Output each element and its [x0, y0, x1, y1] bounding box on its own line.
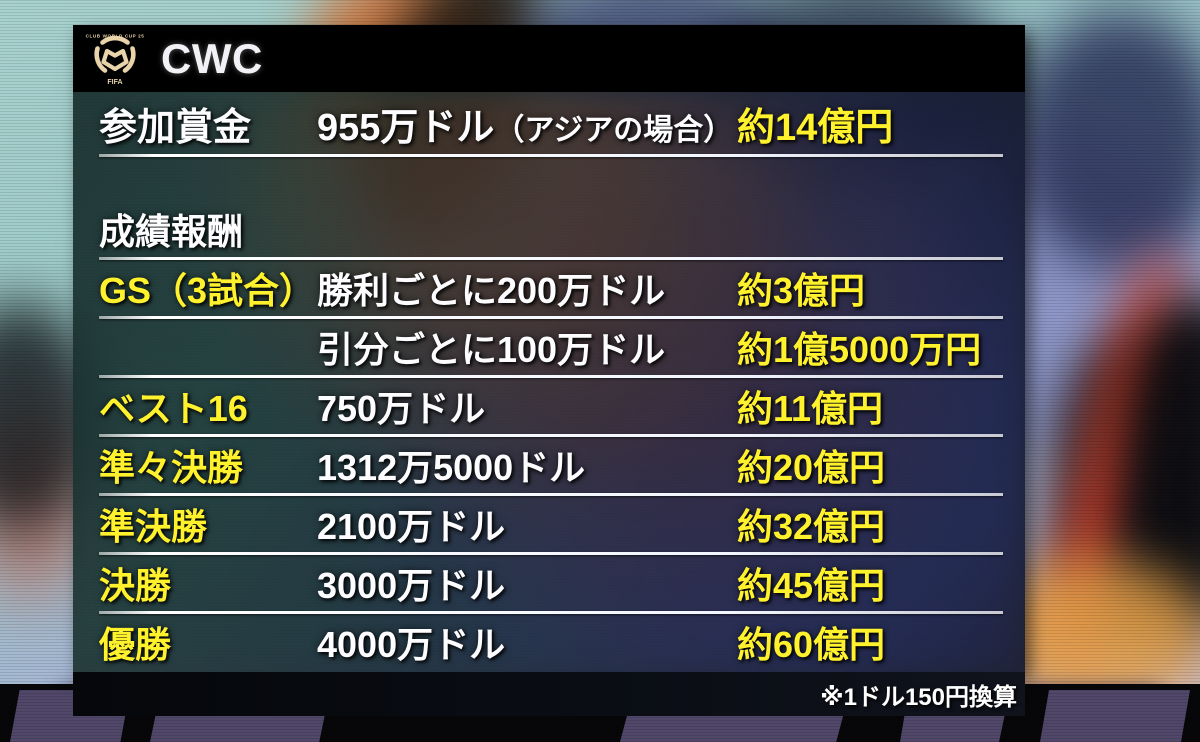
table-spacer	[99, 157, 1003, 201]
row-yen: 約1億5000万円	[737, 329, 982, 370]
svg-text:CLUB WORLD CUP 25: CLUB WORLD CUP 25	[86, 33, 145, 38]
row-amount: 750万ドル	[317, 388, 486, 429]
row-divider	[99, 257, 1003, 260]
row-amount: 1312万5000ドル	[317, 447, 586, 488]
row-yen: 約3億円	[737, 270, 866, 311]
row-yen: 約32億円	[737, 506, 886, 547]
row-label: 準決勝	[99, 506, 208, 547]
row-divider	[99, 611, 1003, 614]
footnote-bar: ※1ドル150円換算	[73, 672, 1025, 716]
row-amount: 4000万ドル	[317, 624, 506, 665]
table-row: GS（3試合） 勝利ごとに200万ドル 約3億円	[99, 260, 1003, 316]
table-row: 引分ごとに100万ドル 約1億5000万円	[99, 319, 1003, 375]
table-row: 参加賞金 955万ドル（アジアの場合） 約14億円	[99, 92, 1003, 154]
prize-money-panel: FIFA CLUB WORLD CUP 25 CWC 参加賞金 955万ドル（ア…	[73, 25, 1025, 672]
row-label: 参加賞金	[99, 106, 252, 149]
row-label: 準々決勝	[99, 447, 244, 488]
table-row: 優勝 4000万ドル 約60億円	[99, 614, 1003, 670]
table-section-header: 成績報酬	[99, 201, 1003, 257]
panel-title: CWC	[161, 34, 263, 82]
row-label: GS（3試合）	[99, 270, 316, 311]
row-yen: 約11億円	[737, 388, 884, 429]
table-row: 決勝 3000万ドル 約45億円	[99, 555, 1003, 611]
stage-panel-shape	[1040, 690, 1190, 742]
row-amount: 955万ドル（アジアの場合）	[317, 96, 737, 151]
row-amount: 3000万ドル	[317, 565, 506, 606]
row-yen: 約14億円	[737, 106, 894, 149]
section-label: 成績報酬	[99, 211, 244, 252]
exchange-rate-note: ※1ドル150円換算	[820, 683, 1017, 711]
row-amount: 2100万ドル	[317, 506, 506, 547]
table-row: 準決勝 2100万ドル 約32億円	[99, 496, 1003, 552]
row-yen: 約60億円	[737, 624, 886, 665]
row-divider	[99, 493, 1003, 496]
row-yen: 約45億円	[737, 565, 886, 606]
background-blur-blob	[1015, 10, 1200, 270]
row-label: 優勝	[99, 624, 172, 665]
row-divider	[99, 552, 1003, 555]
row-divider	[99, 434, 1003, 437]
row-amount-note: （アジアの場合）	[494, 113, 734, 147]
row-divider	[99, 154, 1003, 157]
row-label: 決勝	[99, 565, 172, 606]
row-divider	[99, 375, 1003, 378]
svg-text:FIFA: FIFA	[107, 79, 122, 86]
row-amount: 引分ごとに100万ドル	[317, 329, 666, 370]
prize-money-table: 参加賞金 955万ドル（アジアの場合） 約14億円 成績報酬 GS（3試合） 勝…	[73, 92, 1025, 672]
table-row: ベスト16 750万ドル 約11億円	[99, 378, 1003, 434]
panel-header: FIFA CLUB WORLD CUP 25 CWC	[73, 25, 1025, 92]
row-divider	[99, 316, 1003, 319]
row-yen: 約20億円	[737, 447, 886, 488]
row-label: ベスト16	[99, 388, 248, 429]
row-amount: 勝利ごとに200万ドル	[317, 270, 666, 311]
table-row: 準々決勝 1312万5000ドル 約20億円	[99, 437, 1003, 493]
fifa-club-world-cup-logo: FIFA CLUB WORLD CUP 25	[85, 29, 145, 89]
row-amount-value: 955万ドル	[317, 106, 495, 149]
